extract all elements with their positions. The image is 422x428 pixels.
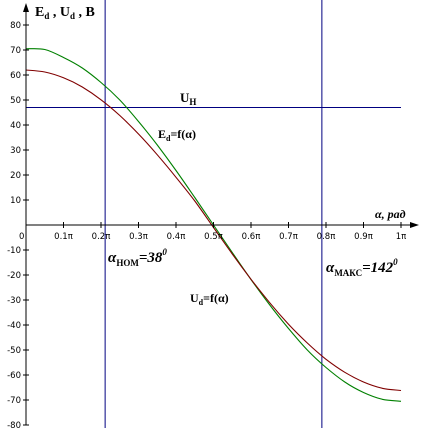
x-axis-label: α, рад: [375, 207, 406, 221]
x-axis-arrow: [410, 222, 419, 228]
y-tick-label: 80: [10, 21, 21, 31]
y-tick-label: -20: [7, 271, 21, 281]
x-tick-label: 0.9π: [354, 232, 373, 242]
hline-label: UН: [180, 90, 196, 107]
x-tick-label: 0.6π: [242, 232, 261, 242]
y-tick-label: -60: [7, 371, 21, 381]
series-label-ed: Ed=f(α): [158, 127, 196, 143]
y-tick-label: -50: [7, 346, 21, 356]
alpha-max-label: αМАКС=1420: [326, 257, 398, 278]
y-tick-label: 70: [10, 46, 21, 56]
x-tick-label: 0.4π: [167, 232, 186, 242]
y-tick-label: 40: [10, 121, 21, 131]
y-tick-label: -30: [7, 296, 21, 306]
x-tick-label: 1π: [396, 232, 407, 242]
chart-tick-labels: 80 70 60 50 40 30 20 10 -10 -20 -30 -40 -50 -60 -70 -80…: [7, 21, 406, 428]
y-tick-label: 50: [10, 96, 21, 106]
x-tick-label: 0.5π: [204, 232, 223, 242]
series-label-ud: Ud=f(α): [190, 291, 229, 307]
y-tick-label: -10: [7, 246, 21, 256]
y-axis-arrow: [23, 3, 29, 12]
origin-label: 0: [19, 232, 24, 242]
alpha-nom-label: αНОМ=380: [108, 247, 167, 268]
x-tick-label: 0.2π: [92, 232, 111, 242]
y-tick-label: 60: [10, 71, 21, 81]
y-tick-label: -70: [7, 396, 21, 406]
chart-grid: [26, 0, 401, 428]
y-tick-label: -80: [7, 421, 21, 428]
x-tick-label: 0.8π: [317, 232, 336, 242]
x-tick-label: 0.3π: [129, 232, 148, 242]
y-tick-label: -40: [7, 321, 21, 331]
chart-axes: [23, 3, 419, 426]
y-tick-label: 20: [10, 171, 21, 181]
x-tick-label: 0.1π: [54, 232, 73, 242]
y-tick-label: 30: [10, 146, 21, 156]
series-line-1: [25, 69, 402, 392]
y-tick-label: 10: [10, 196, 21, 206]
x-tick-label: 0.7π: [279, 232, 298, 242]
y-axis-label: Ed , Ud , В: [35, 5, 95, 21]
